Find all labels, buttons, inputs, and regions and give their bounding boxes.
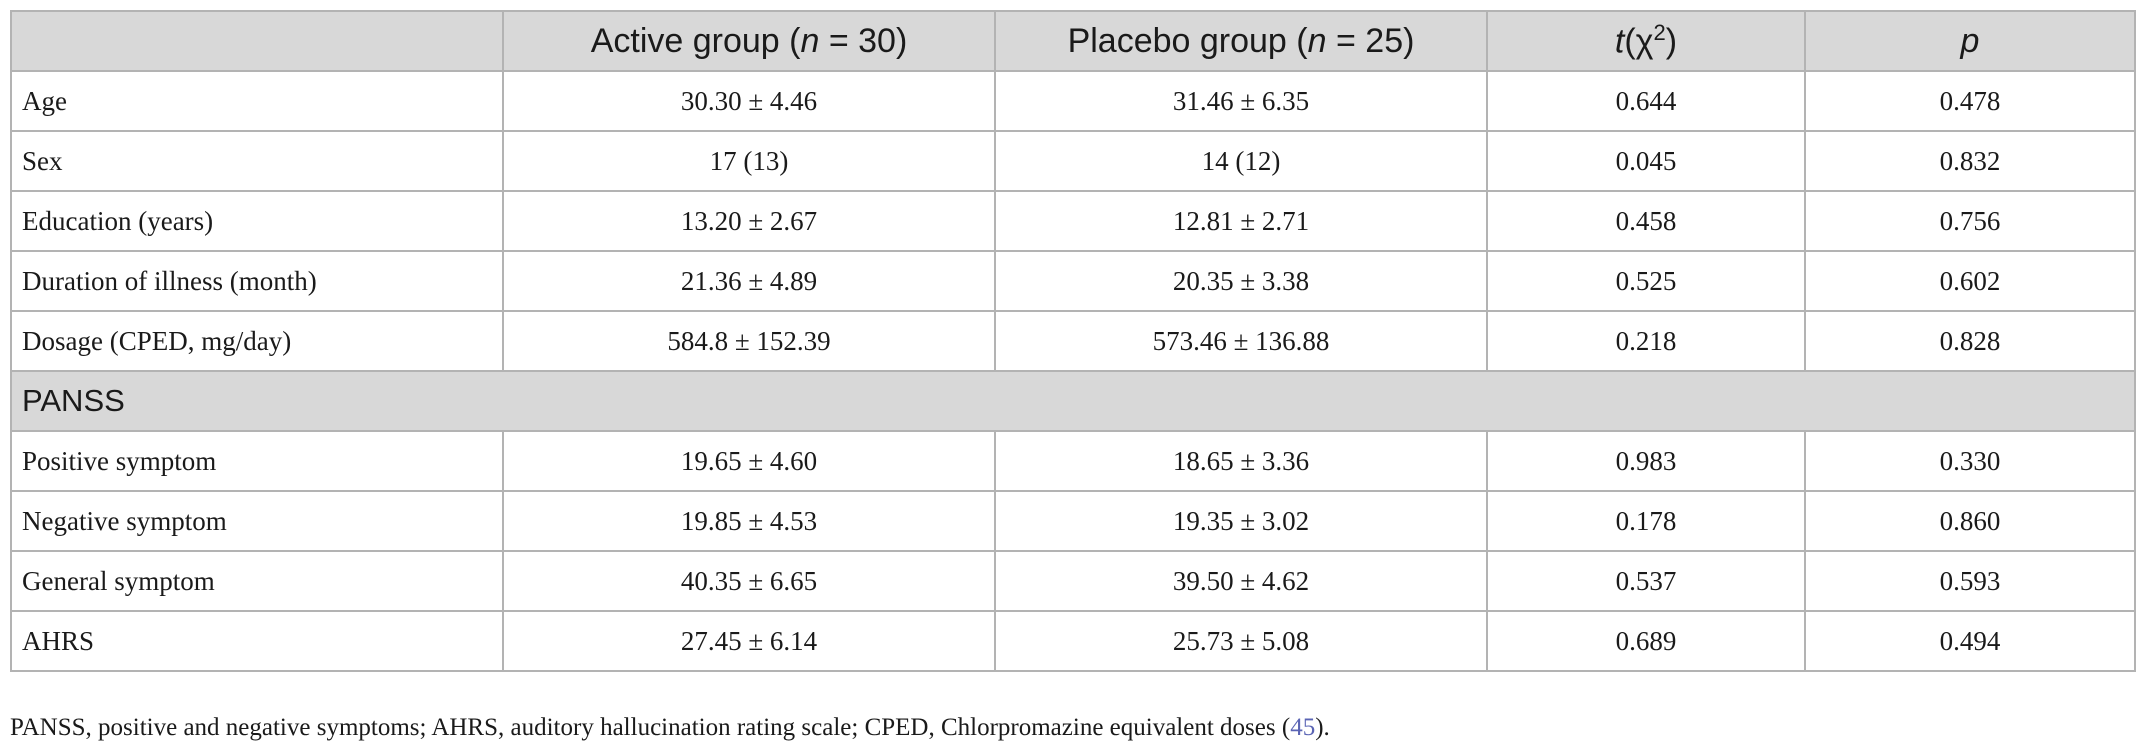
row-label: Education (years) [10, 190, 504, 252]
active-value: 13.20 ± 2.67 [502, 190, 996, 252]
active-value: 17 (13) [502, 130, 996, 192]
header-active-n: n [800, 21, 820, 60]
t-value: 0.537 [1486, 550, 1806, 612]
table-body: Age 30.30 ± 4.46 31.46 ± 6.35 0.644 0.47… [10, 70, 2136, 672]
header-t-close: ) [1665, 22, 1678, 61]
active-value: 27.45 ± 6.14 [502, 610, 996, 672]
p-value: 0.756 [1804, 190, 2136, 252]
row-label: Negative symptom [10, 490, 504, 552]
table-row: Duration of illness (month) 21.36 ± 4.89… [10, 250, 2136, 312]
active-value: 21.36 ± 4.89 [502, 250, 996, 312]
t-value: 0.458 [1486, 190, 1806, 252]
t-value: 0.644 [1486, 70, 1806, 132]
header-p-symbol: p [1960, 21, 1980, 60]
row-label: General symptom [10, 550, 504, 612]
section-label: PANSS [10, 370, 2136, 432]
table-row: Dosage (CPED, mg/day) 584.8 ± 152.39 573… [10, 310, 2136, 372]
header-placebo-group: Placebo group (n = 25) [994, 10, 1488, 72]
header-t-chi2: t(χ2) [1486, 10, 1806, 72]
row-label: AHRS [10, 610, 504, 672]
header-active-group: Active group (n = 30) [502, 10, 996, 72]
table-row: Age 30.30 ± 4.46 31.46 ± 6.35 0.644 0.47… [10, 70, 2136, 132]
header-chi-symbol: (χ [1624, 22, 1654, 61]
p-value: 0.494 [1804, 610, 2136, 672]
t-value: 0.689 [1486, 610, 1806, 672]
placebo-value: 19.35 ± 3.02 [994, 490, 1488, 552]
row-label: Sex [10, 130, 504, 192]
header-active-suffix: = 30) [819, 21, 908, 60]
footnote-text: PANSS, positive and negative symptoms; A… [10, 714, 1291, 741]
active-value: 19.65 ± 4.60 [502, 430, 996, 492]
t-value: 0.218 [1486, 310, 1806, 372]
demographics-table: Active group (n = 30) Placebo group (n =… [10, 10, 2136, 672]
header-active-prefix: Active group ( [590, 21, 801, 60]
table-header: Active group (n = 30) Placebo group (n =… [10, 10, 2136, 72]
reference-link[interactable]: 45 [1290, 714, 1316, 741]
section-row-panss: PANSS [10, 370, 2136, 432]
table-footnote: PANSS, positive and negative symptoms; A… [10, 714, 1330, 742]
header-empty-cell [10, 10, 504, 72]
placebo-value: 12.81 ± 2.71 [994, 190, 1488, 252]
row-label: Dosage (CPED, mg/day) [10, 310, 504, 372]
p-value: 0.832 [1804, 130, 2136, 192]
header-placebo-suffix: = 25) [1326, 21, 1415, 60]
table-row: Negative symptom 19.85 ± 4.53 19.35 ± 3.… [10, 490, 2136, 552]
placebo-value: 25.73 ± 5.08 [994, 610, 1488, 672]
footnote-end: ). [1315, 714, 1330, 741]
p-value: 0.593 [1804, 550, 2136, 612]
header-placebo-prefix: Placebo group ( [1067, 21, 1308, 60]
data-table-container: Active group (n = 30) Placebo group (n =… [10, 10, 2136, 672]
row-label: Duration of illness (month) [10, 250, 504, 312]
p-value: 0.602 [1804, 250, 2136, 312]
p-value: 0.330 [1804, 430, 2136, 492]
placebo-value: 39.50 ± 4.62 [994, 550, 1488, 612]
p-value: 0.478 [1804, 70, 2136, 132]
header-row: Active group (n = 30) Placebo group (n =… [10, 10, 2136, 72]
active-value: 19.85 ± 4.53 [502, 490, 996, 552]
table-row: Positive symptom 19.65 ± 4.60 18.65 ± 3.… [10, 430, 2136, 492]
active-value: 584.8 ± 152.39 [502, 310, 996, 372]
t-value: 0.525 [1486, 250, 1806, 312]
p-value: 0.860 [1804, 490, 2136, 552]
header-placebo-n: n [1307, 21, 1327, 60]
placebo-value: 14 (12) [994, 130, 1488, 192]
p-value: 0.828 [1804, 310, 2136, 372]
table-row: Education (years) 13.20 ± 2.67 12.81 ± 2… [10, 190, 2136, 252]
t-value: 0.178 [1486, 490, 1806, 552]
t-value: 0.045 [1486, 130, 1806, 192]
placebo-value: 18.65 ± 3.36 [994, 430, 1488, 492]
placebo-value: 31.46 ± 6.35 [994, 70, 1488, 132]
placebo-value: 573.46 ± 136.88 [994, 310, 1488, 372]
row-label: Positive symptom [10, 430, 504, 492]
row-label: Age [10, 70, 504, 132]
active-value: 40.35 ± 6.65 [502, 550, 996, 612]
placebo-value: 20.35 ± 3.38 [994, 250, 1488, 312]
table-row: Sex 17 (13) 14 (12) 0.045 0.832 [10, 130, 2136, 192]
table-row: AHRS 27.45 ± 6.14 25.73 ± 5.08 0.689 0.4… [10, 610, 2136, 672]
active-value: 30.30 ± 4.46 [502, 70, 996, 132]
t-value: 0.983 [1486, 430, 1806, 492]
header-chi-superscript: 2 [1653, 20, 1666, 46]
header-p: p [1804, 10, 2136, 72]
table-row: General symptom 40.35 ± 6.65 39.50 ± 4.6… [10, 550, 2136, 612]
header-t-symbol: t [1614, 22, 1625, 61]
